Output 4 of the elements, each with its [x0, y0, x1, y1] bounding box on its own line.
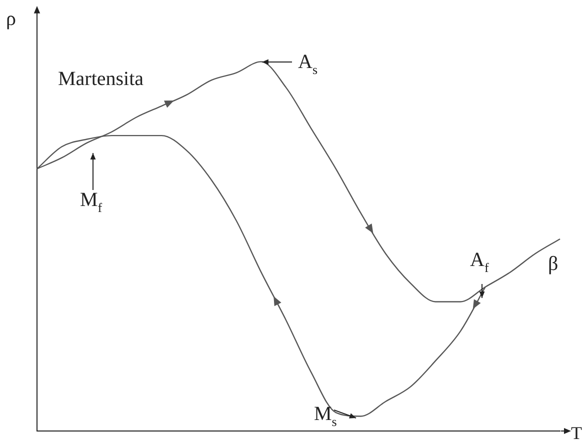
annotation: β	[548, 253, 558, 275]
x-axis-title: T	[571, 423, 582, 442]
annotation: Martensita	[58, 68, 144, 90]
y-axis-title: ρ	[6, 8, 16, 30]
